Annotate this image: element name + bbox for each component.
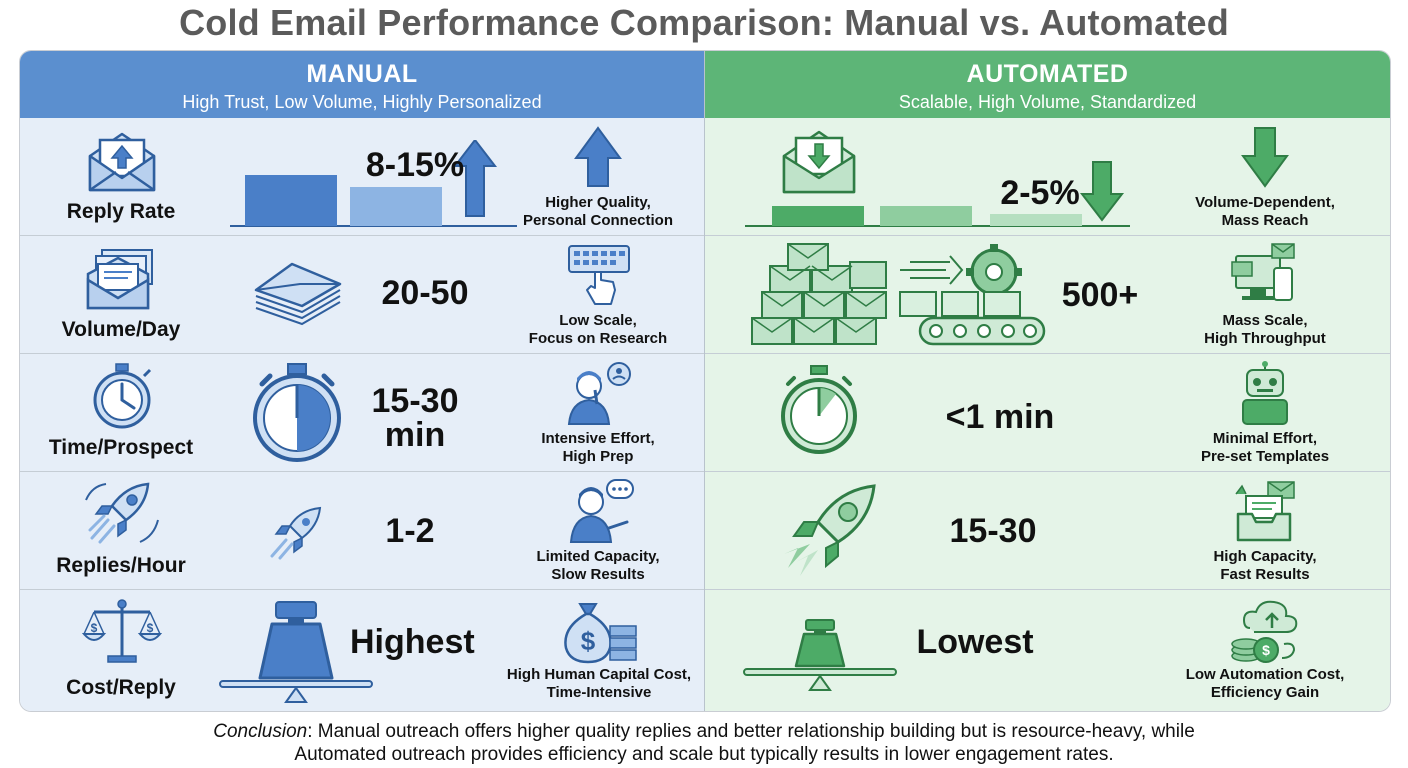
stopwatch-icon [93,363,152,429]
person-thinking-icon [567,362,631,425]
large-stopwatch-icon [253,363,341,462]
automated-header: AUTOMATED Scalable, High Volume, Standar… [705,51,1390,118]
automated-value: Lowest [916,623,1034,661]
light-weight-icon [743,619,897,691]
green-stopwatch-icon [781,365,857,454]
conclusion-line-2: Automated outreach provides efficiency a… [294,744,1114,765]
reply-rate-bars-icon [230,140,517,227]
row-volume-day: Volume/Day 20-50 Low Scale, Focus on Rese… [20,236,1390,354]
automated-note: Low Automation Cost, Efficiency Gain [1185,666,1345,701]
manual-note: Intensive Effort, High Prep [541,430,655,465]
conclusion: Conclusion: Manual outreach offers highe… [0,720,1408,766]
row-time-prospect: Time/Prospect 15-30 min Intensive Effort,… [20,354,1390,472]
automated-value: 500+ [1061,276,1139,314]
automated-value: <1 min [945,398,1055,436]
column-divider [704,51,705,711]
svg-text:$: $ [581,626,596,656]
robot-icon [1242,361,1288,425]
manual-note: Higher Quality, Personal Connection [522,194,674,229]
rocket-icon [85,482,159,544]
small-rocket-icon [270,506,322,560]
heavy-weight-icon [219,601,373,703]
automated-value: 2-5% [1000,174,1080,212]
automated-heading: AUTOMATED [966,60,1129,88]
automated-subheading: Scalable, High Volume, Standardized [898,92,1197,112]
page-title: Cold Email Performance Comparison: Manua… [179,2,1229,43]
manual-note: Limited Capacity, Slow Results [536,548,660,583]
metric-label: Replies/Hour [56,554,186,577]
svg-text:$: $ [1262,642,1270,658]
manual-value: 15-30 min [371,382,459,454]
money-bag-icon: $ [564,603,637,664]
metric-label: Time/Prospect [48,436,194,459]
manual-value: 1-2 [385,512,435,550]
inbox-tray-icon [1235,481,1295,542]
row-reply-rate: Reply Rate 8-15% Higher Quality, Personal… [20,118,1390,236]
metric-label: Reply Rate [66,200,176,223]
envelope-conveyor-icon [751,243,1046,346]
open-envelope-upload-icon [88,132,156,192]
automated-note: Volume-Dependent, Mass Reach [1195,194,1335,229]
automated-note: High Capacity, Fast Results [1213,548,1317,583]
envelope-stack-icon [254,262,342,326]
person-chat-icon [569,479,634,543]
down-arrow-icon [1241,127,1289,188]
large-rocket-icon [784,484,876,576]
svg-text:$: $ [147,621,154,635]
comparison-board: MANUAL High Trust, Low Volume, Highly Pe… [19,50,1391,712]
manual-value: 8-15% [365,146,465,184]
keyboard-typing-icon [568,245,630,305]
automated-value: 15-30 [949,512,1037,550]
reply-rate-bars-automated-icon [745,161,1130,227]
row-replies-hour: Replies/Hour 1-2 Limited Capacity, Slow R… [20,472,1390,590]
conclusion-line-1: Conclusion: Manual outreach offers highe… [213,721,1195,742]
up-arrow-icon [574,126,622,187]
row-cost-reply: $ $ Cost/Reply Highest $ High Human Capi… [20,590,1390,711]
open-envelope-download-icon [782,130,856,194]
manual-note: High Human Capital Cost, Time-Intensive [506,666,692,701]
metric-label: Volume/Day [61,318,181,341]
manual-value: Highest [350,623,475,661]
balance-scale-icon: $ $ [82,599,162,663]
manual-header: MANUAL High Trust, Low Volume, Highly Pe… [20,51,704,118]
manual-note: Low Scale, Focus on Research [528,312,668,347]
manual-heading: MANUAL [306,60,418,88]
manual-subheading: High Trust, Low Volume, Highly Personali… [182,92,542,112]
metric-label: Cost/Reply [66,676,176,699]
svg-text:$: $ [91,621,98,635]
stacked-envelopes-icon [86,249,153,310]
cloud-coins-icon: $ [1231,600,1298,663]
automated-note: Mass Scale, High Throughput [1204,312,1326,347]
manual-value: 20-50 [381,274,469,312]
devices-messages-icon [1231,243,1295,301]
automated-note: Minimal Effort, Pre-set Templates [1200,430,1330,465]
